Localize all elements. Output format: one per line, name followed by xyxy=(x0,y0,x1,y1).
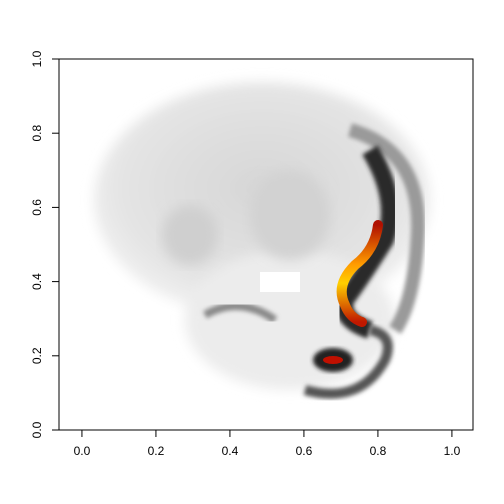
y-tick-label: 0.4 xyxy=(30,273,44,290)
x-tick-label: 1.0 xyxy=(444,444,461,458)
y-tick-label: 0.0 xyxy=(30,421,44,438)
y-tick-label: 0.8 xyxy=(30,125,44,142)
x-tick-label: 0.0 xyxy=(74,444,91,458)
x-tick-label: 0.8 xyxy=(370,444,387,458)
x-tick-label: 0.2 xyxy=(148,444,165,458)
brain-image xyxy=(94,82,430,399)
axes: 0.0 0.2 0.4 0.6 0.8 1.0 0.0 0.2 0.4 0.6 0.8 1.0 xyxy=(30,50,460,458)
x-tick-label: 0.6 xyxy=(296,444,313,458)
y-tick-label: 0.6 xyxy=(30,199,44,216)
x-tick-label: 0.4 xyxy=(222,444,239,458)
y-tick-label: 1.0 xyxy=(30,50,44,67)
y-tick-label: 0.2 xyxy=(30,347,44,364)
